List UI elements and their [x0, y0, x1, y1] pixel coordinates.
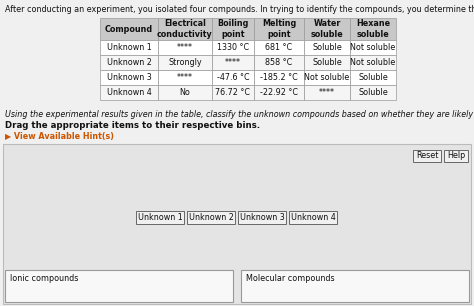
Text: Soluble: Soluble — [358, 73, 388, 82]
Bar — [254, 70, 304, 85]
Text: Unknown 2: Unknown 2 — [189, 213, 234, 222]
Bar — [413, 150, 441, 162]
Text: Unknown 1: Unknown 1 — [107, 43, 151, 52]
Bar — [158, 18, 212, 40]
Bar — [304, 55, 350, 70]
Text: Unknown 3: Unknown 3 — [240, 213, 285, 222]
Text: Unknown 2: Unknown 2 — [107, 58, 151, 67]
Text: Molecular compounds: Molecular compounds — [246, 274, 335, 283]
Bar — [238, 211, 286, 224]
Bar — [350, 18, 396, 40]
Text: 858 °C: 858 °C — [265, 58, 292, 67]
Bar — [254, 55, 304, 70]
Text: ****: **** — [177, 43, 193, 52]
Bar — [158, 40, 212, 55]
Bar — [158, 85, 212, 100]
Text: Help: Help — [447, 151, 465, 161]
Bar — [290, 211, 337, 224]
Bar — [212, 40, 254, 55]
Text: ****: **** — [319, 88, 335, 97]
Text: Hexane
soluble: Hexane soluble — [356, 19, 390, 39]
Text: ****: **** — [225, 58, 241, 67]
Text: Strongly: Strongly — [168, 58, 202, 67]
Bar — [304, 40, 350, 55]
Bar — [5, 270, 233, 302]
Bar — [350, 55, 396, 70]
Bar — [350, 40, 396, 55]
Text: After conducting an experiment, you isolated four compounds. In trying to identi: After conducting an experiment, you isol… — [5, 5, 474, 14]
Text: -22.92 °C: -22.92 °C — [260, 88, 298, 97]
Bar — [254, 18, 304, 40]
Bar — [254, 40, 304, 55]
Bar — [304, 18, 350, 40]
Text: Unknown 3: Unknown 3 — [107, 73, 151, 82]
Bar — [212, 85, 254, 100]
Text: Not soluble: Not soluble — [350, 43, 396, 52]
Text: Unknown 1: Unknown 1 — [138, 213, 183, 222]
Text: 76.72 °C: 76.72 °C — [216, 88, 250, 97]
Text: -185.2 °C: -185.2 °C — [260, 73, 298, 82]
Text: ▶ View Available Hint(s): ▶ View Available Hint(s) — [5, 132, 114, 141]
Bar — [3, 144, 471, 304]
Text: Soluble: Soluble — [312, 58, 342, 67]
Bar — [304, 85, 350, 100]
Bar — [137, 211, 184, 224]
Text: Melting
point: Melting point — [262, 19, 296, 39]
Text: Boiling
point: Boiling point — [217, 19, 249, 39]
Bar — [212, 18, 254, 40]
Bar — [254, 85, 304, 100]
Bar — [158, 55, 212, 70]
Text: Not soluble: Not soluble — [304, 73, 350, 82]
Text: ****: **** — [177, 73, 193, 82]
Text: Not soluble: Not soluble — [350, 58, 396, 67]
Text: -47.6 °C: -47.6 °C — [217, 73, 249, 82]
Bar — [100, 85, 158, 100]
Text: Electrical
conductivity: Electrical conductivity — [157, 19, 213, 39]
Bar — [212, 55, 254, 70]
Text: Unknown 4: Unknown 4 — [107, 88, 151, 97]
Bar — [304, 70, 350, 85]
Text: Soluble: Soluble — [312, 43, 342, 52]
Text: 1330 °C: 1330 °C — [217, 43, 249, 52]
Bar — [350, 70, 396, 85]
Bar — [100, 55, 158, 70]
Text: Compound: Compound — [105, 24, 153, 33]
Text: Ionic compounds: Ionic compounds — [10, 274, 78, 283]
Text: Reset: Reset — [416, 151, 438, 161]
Text: Water
soluble: Water soluble — [310, 19, 343, 39]
Text: Drag the appropriate items to their respective bins.: Drag the appropriate items to their resp… — [5, 121, 260, 130]
Bar — [188, 211, 236, 224]
Bar — [100, 40, 158, 55]
Bar — [241, 270, 469, 302]
Bar — [100, 18, 158, 40]
Bar — [444, 150, 468, 162]
Bar — [212, 70, 254, 85]
Text: Using the experimental results given in the table, classify the unknown compound: Using the experimental results given in … — [5, 110, 474, 119]
Text: 681 °C: 681 °C — [265, 43, 292, 52]
Text: Soluble: Soluble — [358, 88, 388, 97]
Bar — [350, 85, 396, 100]
Text: No: No — [180, 88, 191, 97]
Text: Unknown 4: Unknown 4 — [291, 213, 336, 222]
Bar — [100, 70, 158, 85]
Bar — [158, 70, 212, 85]
